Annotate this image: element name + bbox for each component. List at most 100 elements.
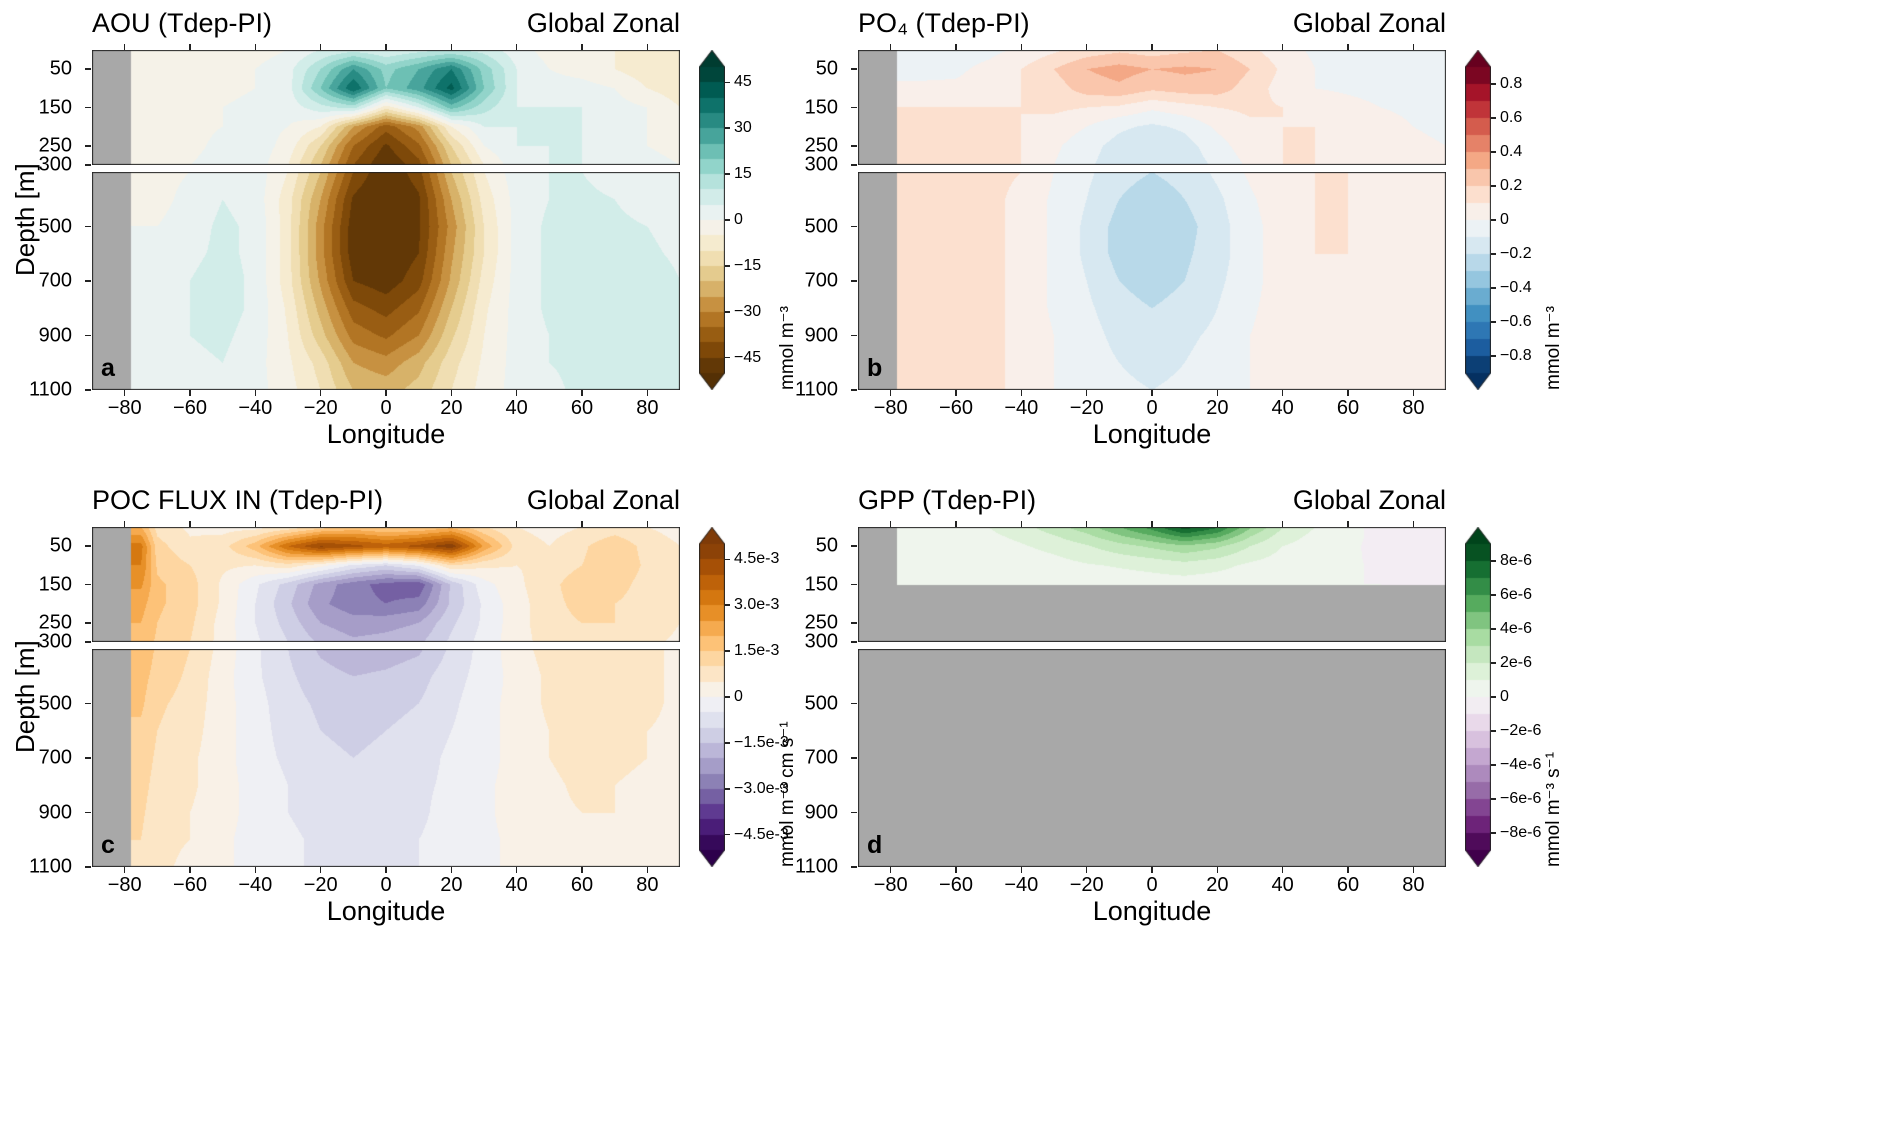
x-tick-mark <box>385 867 387 873</box>
colorbar: mmol m⁻³ cm s⁻¹ 4.5e-3 3.0e-3 1.5e-3 0 −1.5e… <box>699 527 819 867</box>
colorbar-tick-label: 0 <box>734 688 743 705</box>
y-tick-label: 300 <box>38 153 72 176</box>
x-tick-mark-top <box>646 44 649 50</box>
y-tick-mark <box>851 702 857 705</box>
colorbar-tick-label: −2e-6 <box>1500 722 1542 739</box>
y-tick-label: 150 <box>804 573 838 595</box>
colorbar-tick-mark <box>1491 151 1496 153</box>
colorbar-tick-mark <box>725 788 730 790</box>
colorbar-tick-label: 0.2 <box>1500 177 1523 194</box>
x-tick-label: 40 <box>505 397 528 419</box>
panel-title-row: POC FLUX IN (Tdep-PI) Global Zonal <box>92 485 680 516</box>
panel-title-row: AOU (Tdep-PI) Global Zonal <box>92 8 680 39</box>
x-tick-label: −40 <box>1004 874 1039 896</box>
panel-title-row: GPP (Tdep-PI) Global Zonal <box>858 485 1446 516</box>
y-tick-label: 300 <box>38 630 72 653</box>
y-tick-label: 1100 <box>794 378 838 401</box>
y-tick-mark <box>851 68 857 70</box>
x-tick-mark <box>1281 867 1284 873</box>
panel-letter: b <box>867 354 883 382</box>
panel-c-poc-flux: POC FLUX IN (Tdep-PI) Global Zonal Depth… <box>0 481 800 961</box>
y-tick-mark <box>85 641 91 643</box>
colorbar-tick-mark <box>1491 594 1496 596</box>
x-axis-label: Longitude <box>326 419 446 449</box>
x-tick-label: 20 <box>440 397 463 419</box>
x-tick-label: −60 <box>939 874 973 896</box>
colorbar-tick-label: 30 <box>734 119 752 137</box>
x-tick-mark <box>319 390 322 396</box>
x-tick-mark-top <box>385 521 387 527</box>
x-tick-mark-top <box>646 521 649 527</box>
y-tick-mark <box>851 225 857 228</box>
colorbar-tick-label: −0.8 <box>1500 347 1532 364</box>
x-tick-mark <box>1412 390 1415 396</box>
colorbar-tick-label: −45 <box>734 348 762 366</box>
panel-subtitle: Global Zonal <box>1292 485 1446 515</box>
x-tick-label: 60 <box>1336 874 1360 896</box>
y-tick-mark <box>851 106 857 109</box>
x-tick-mark <box>1281 390 1284 396</box>
y-tick-label: 250 <box>38 134 72 157</box>
x-tick-mark <box>1347 867 1349 873</box>
colorbar-tick-mark <box>1491 219 1496 221</box>
y-tick-label: 500 <box>38 215 72 237</box>
colorbar-tick-mark <box>1491 662 1496 664</box>
x-tick-label: −20 <box>1069 874 1104 896</box>
colorbar-tick-label: 0.4 <box>1500 143 1523 160</box>
y-tick-mark <box>851 641 857 643</box>
x-tick-mark-top <box>450 521 453 527</box>
y-tick-mark <box>85 757 91 759</box>
x-tick-label: −40 <box>238 397 273 419</box>
colorbar-tick-mark <box>725 356 730 359</box>
y-tick-mark <box>851 164 857 166</box>
x-axis-ticks: −80 −60 −40 −20 0 20 40 60 80 <box>92 395 680 419</box>
colorbar-tick-mark <box>725 650 730 652</box>
x-tick-mark <box>1347 390 1349 396</box>
colorbar-tick-mark <box>1491 560 1496 562</box>
y-axis-ticks: 50 150 250 300 500 700 900 1100 <box>0 527 84 878</box>
y-tick-mark <box>851 811 857 814</box>
x-tick-mark <box>889 390 892 396</box>
colorbar-tick-label: 1.5e-3 <box>734 642 780 660</box>
y-tick-mark <box>851 280 857 282</box>
x-tick-mark <box>515 390 518 396</box>
x-tick-mark-top <box>319 44 322 50</box>
x-tick-mark-top <box>955 44 957 50</box>
x-tick-mark <box>515 867 518 873</box>
panel-subtitle: Global Zonal <box>526 8 680 38</box>
colorbar-tick-label: 3.0e-3 <box>734 596 780 614</box>
x-tick-mark-top <box>123 521 126 527</box>
x-tick-mark-top <box>1216 521 1219 527</box>
y-tick-label: 150 <box>804 96 838 118</box>
x-tick-label: 80 <box>1402 874 1425 896</box>
x-tick-mark-top <box>515 521 518 527</box>
colorbar-tick-label: 2e-6 <box>1500 654 1533 671</box>
x-tick-label: 40 <box>505 874 528 896</box>
x-tick-mark-top <box>955 521 957 527</box>
y-tick-mark <box>85 106 91 109</box>
panel-title: GPP (Tdep-PI) <box>858 485 1037 515</box>
x-tick-mark <box>189 867 191 873</box>
x-tick-label: −80 <box>873 874 908 896</box>
x-tick-mark <box>450 390 453 396</box>
colorbar-tick-mark <box>1491 287 1496 289</box>
x-tick-label: −60 <box>173 397 207 419</box>
x-tick-mark <box>581 390 583 396</box>
x-axis-ticks: −80 −60 −40 −20 0 20 40 60 80 <box>92 872 680 896</box>
x-tick-mark <box>1412 867 1415 873</box>
y-tick-mark <box>851 334 857 337</box>
contour-canvas-lower <box>858 649 1446 867</box>
x-tick-mark-top <box>581 521 583 527</box>
x-tick-mark <box>1020 867 1023 873</box>
x-tick-mark-top <box>123 44 126 50</box>
x-tick-label: −80 <box>873 397 908 419</box>
y-tick-label: 250 <box>804 611 838 634</box>
x-tick-mark <box>319 867 322 873</box>
colorbar-tick-label: 0 <box>734 211 743 228</box>
x-tick-mark <box>889 867 892 873</box>
x-tick-mark-top <box>189 521 191 527</box>
colorbar-tick-label: −6e-6 <box>1500 790 1542 807</box>
x-tick-mark-top <box>1216 44 1219 50</box>
x-tick-mark-top <box>1085 44 1088 50</box>
x-tick-label: −20 <box>303 397 338 419</box>
